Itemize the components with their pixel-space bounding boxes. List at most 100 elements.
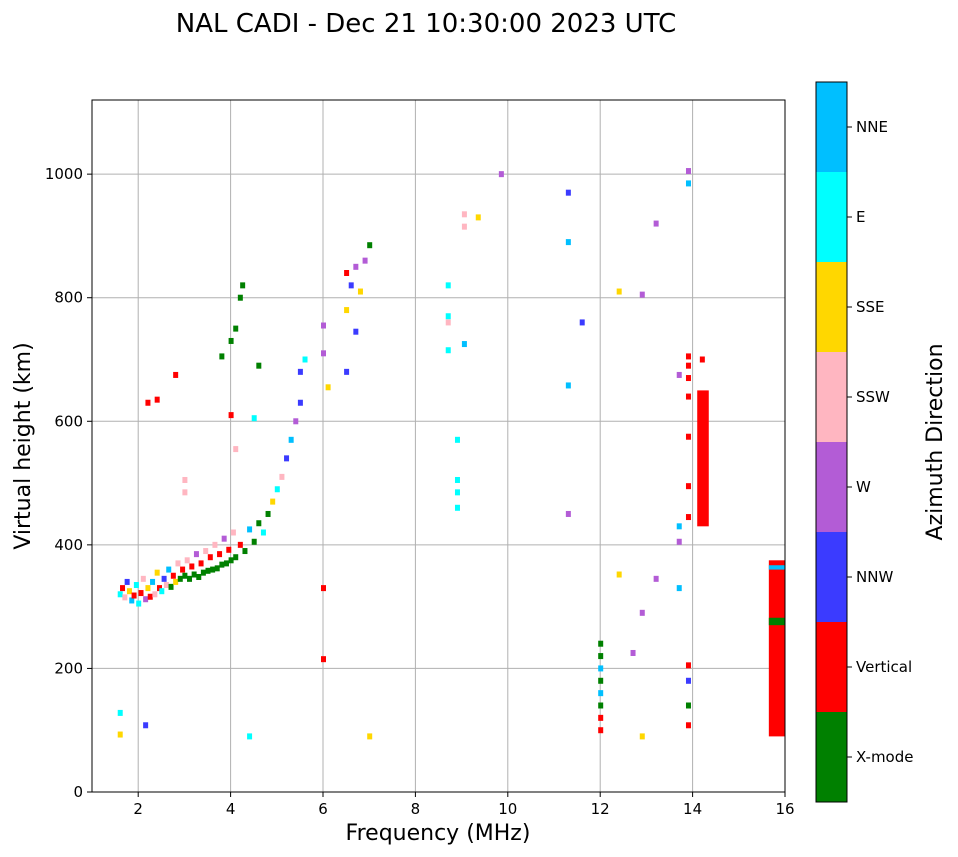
data-point — [598, 690, 604, 697]
data-point — [233, 325, 239, 332]
data-point — [187, 575, 193, 582]
data-point — [598, 702, 604, 709]
grid — [92, 100, 786, 793]
data-bar — [768, 560, 785, 737]
data-point — [138, 590, 144, 597]
data-point — [180, 566, 186, 573]
data-point — [256, 362, 262, 369]
data-point — [150, 578, 156, 585]
colorbar-segment — [816, 622, 847, 712]
data-point — [265, 510, 271, 517]
data-point — [233, 554, 239, 561]
data-point — [454, 504, 460, 511]
x-tick-label: 12 — [591, 800, 610, 818]
data-point — [685, 677, 691, 684]
data-point — [685, 702, 691, 709]
x-tick-label: 2 — [133, 800, 143, 818]
data-point — [685, 393, 691, 400]
data-point — [159, 588, 165, 595]
colorbar-label: SSW — [856, 388, 890, 406]
data-point — [676, 538, 682, 545]
colorbar-label: X-mode — [856, 748, 913, 766]
data-bar — [697, 390, 709, 527]
data-point — [598, 727, 604, 734]
data-point — [200, 569, 206, 576]
data-point — [616, 288, 622, 295]
colorbar-segment — [816, 442, 847, 532]
data-point — [353, 263, 359, 270]
data-point — [445, 319, 451, 326]
data-point — [228, 557, 234, 564]
data-point — [203, 548, 209, 555]
data-point — [498, 171, 504, 178]
y-tick-label: 200 — [54, 659, 83, 677]
data-point — [344, 307, 350, 314]
data-point — [247, 526, 253, 533]
data-point — [653, 220, 659, 227]
data-point — [676, 523, 682, 530]
data-point — [205, 567, 211, 574]
data-point — [357, 288, 363, 295]
colorbar-frame — [815, 81, 848, 803]
data-point — [598, 665, 604, 672]
data-point — [173, 578, 179, 585]
data-point — [210, 566, 216, 573]
y-tick-label: 1000 — [45, 165, 83, 183]
data-point — [321, 350, 326, 357]
data-point — [193, 551, 199, 558]
axis-ticks: 2 4 6 8 10 12 14 16 0 200 400 600 800 1000 — [45, 165, 795, 818]
data-point — [676, 371, 682, 378]
data-point — [124, 578, 130, 585]
data-point — [170, 572, 176, 579]
data-point — [219, 561, 225, 568]
data-point — [685, 353, 691, 360]
data-point — [362, 257, 368, 264]
data-point — [177, 575, 183, 582]
data-point — [445, 313, 451, 320]
colorbar-segment — [816, 172, 847, 262]
data-point — [616, 571, 622, 578]
colorbar-label: Vertical — [856, 658, 912, 676]
data-point — [143, 722, 149, 729]
data-point — [168, 583, 174, 590]
colorbar-label: NNE — [856, 118, 888, 136]
data-point — [189, 563, 195, 570]
data-bar — [768, 565, 785, 570]
data-point — [221, 535, 227, 542]
data-point — [117, 591, 123, 598]
data-point — [129, 597, 135, 604]
data-point — [367, 242, 373, 249]
data-point — [685, 483, 691, 490]
data-point — [598, 640, 604, 647]
data-point — [154, 569, 160, 576]
data-point — [228, 412, 234, 419]
data-bar — [768, 617, 785, 626]
data-point — [293, 418, 299, 425]
plot-area — [92, 100, 785, 792]
data-point — [175, 560, 181, 567]
data-point — [445, 282, 451, 289]
data-point — [117, 709, 123, 716]
y-tick-label: 800 — [54, 289, 83, 307]
data-point — [184, 557, 190, 564]
colorbar-label: SSE — [856, 298, 885, 316]
data-point — [288, 436, 294, 443]
colorbar-title: Azimuth Direction — [923, 343, 948, 540]
data-point — [198, 560, 204, 567]
data-point — [228, 337, 234, 344]
data-point — [639, 291, 645, 298]
data-point — [579, 319, 585, 326]
x-tick-label: 14 — [683, 800, 702, 818]
data-point — [367, 733, 373, 740]
colorbar-label: NNW — [856, 568, 893, 586]
data-point — [676, 585, 682, 592]
data-point — [461, 211, 467, 218]
x-tick-label: 6 — [318, 800, 328, 818]
data-point — [353, 328, 359, 335]
data-point — [565, 189, 571, 196]
data-point — [191, 571, 197, 578]
data-point — [685, 722, 691, 729]
data-point — [475, 214, 481, 221]
data-point — [233, 446, 239, 453]
